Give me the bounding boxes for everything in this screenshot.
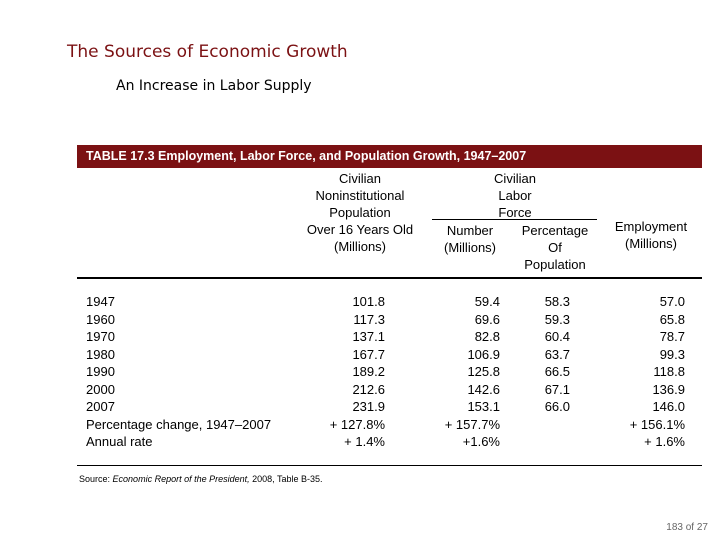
employment-cell: + 1.6% bbox=[644, 434, 685, 449]
labor-force-percentage-cell: 58.3 bbox=[544, 294, 570, 309]
row-label: 1970 bbox=[86, 329, 115, 344]
employment-cell: 118.8 bbox=[653, 364, 685, 379]
labor-force-number-cell: 106.9 bbox=[467, 346, 500, 362]
labor-force-number-cell: 142.6 bbox=[467, 381, 500, 397]
labor-force-header-line: Labor bbox=[498, 188, 532, 203]
labor-force-percentage-cell bbox=[520, 433, 570, 451]
slide-subtitle: An Increase in Labor Supply bbox=[116, 78, 312, 94]
row-label: Annual rate bbox=[86, 434, 153, 449]
labor-force-number-cell: 153.1 bbox=[467, 399, 500, 414]
labor-force-percentage-cell: 63.7 bbox=[544, 346, 570, 362]
population-header-line: Over 16 Years Old bbox=[306, 222, 414, 237]
employment-column: 57.0 65.8 78.7 99.3 118.8 136.9 146.0 + … bbox=[605, 293, 685, 451]
table-caption-banner: TABLE 17.3 Employment, Labor Force, and … bbox=[77, 145, 702, 168]
employment-header-line: Employment bbox=[614, 219, 688, 234]
population-header-line: (Millions) bbox=[334, 239, 386, 254]
table-bottom-rule bbox=[77, 465, 702, 466]
employment-cell: 57.0 bbox=[659, 294, 685, 309]
employment-cell: 99.3 bbox=[659, 346, 685, 362]
population-column: 101.8 117.3 137.1 167.7 189.2 212.6 231.… bbox=[305, 293, 385, 451]
percentage-header-line: Percentage bbox=[521, 223, 589, 238]
employment-cell: 146.0 bbox=[652, 399, 685, 414]
population-header-line: Civilian bbox=[339, 171, 381, 186]
number-header-line: Number bbox=[446, 223, 494, 238]
source-note: Source: Economic Report of the President… bbox=[79, 474, 323, 484]
page-number: 183 of 27 bbox=[666, 522, 708, 533]
population-cell: 212.6 bbox=[352, 381, 385, 397]
employment-cell: 78.7 bbox=[659, 329, 685, 344]
percentage-header: Percentage Of Population bbox=[508, 222, 602, 273]
labor-force-number-cell: +1.6% bbox=[462, 434, 500, 449]
population-cell: 189.2 bbox=[352, 364, 385, 379]
labor-force-header-line: Force bbox=[498, 205, 532, 220]
employment-cell: 65.8 bbox=[659, 311, 685, 327]
population-cell: 137.1 bbox=[352, 329, 385, 344]
labor-force-header-line: Civilian bbox=[494, 171, 536, 186]
population-cell: + 127.8% bbox=[329, 416, 385, 432]
labor-force-number-cell: 59.4 bbox=[474, 294, 500, 309]
row-label: Percentage change, 1947–2007 bbox=[86, 416, 272, 432]
row-label: 1990 bbox=[86, 364, 115, 379]
source-suffix: 2008, Table B-35. bbox=[252, 474, 323, 484]
employment-header-line: (Millions) bbox=[625, 236, 677, 251]
percentage-header-line: Of bbox=[548, 240, 562, 255]
labor-force-percentage-cell: 66.5 bbox=[544, 364, 570, 379]
labor-force-percentage-cell: 66.0 bbox=[544, 399, 570, 414]
row-label: 2007 bbox=[86, 399, 115, 414]
row-label: 1960 bbox=[86, 311, 115, 327]
number-header-line: (Millions) bbox=[444, 240, 496, 255]
source-publication: Economic Report of the President, bbox=[112, 474, 250, 484]
population-cell: 167.7 bbox=[352, 346, 385, 362]
labor-force-number-cell: 69.6 bbox=[474, 311, 500, 327]
labor-force-number-cell: + 157.7% bbox=[444, 416, 500, 432]
row-label: 1947 bbox=[86, 294, 115, 309]
labor-force-number-column: 59.4 69.6 82.8 106.9 125.8 142.6 153.1 +… bbox=[420, 293, 500, 451]
employment-cell: + 156.1% bbox=[629, 416, 685, 432]
population-cell: + 1.4% bbox=[344, 434, 385, 449]
row-label: 1980 bbox=[86, 346, 115, 362]
row-labels-column: 1947 1960 1970 1980 1990 2000 2007 Perce… bbox=[86, 293, 296, 451]
slide-title: The Sources of Economic Growth bbox=[67, 42, 348, 62]
population-cell: 231.9 bbox=[352, 399, 385, 414]
labor-force-percentage-cell: 67.1 bbox=[544, 381, 570, 397]
population-header: Civilian Noninstitutional Population Ove… bbox=[290, 170, 430, 255]
labor-force-number-cell: 125.8 bbox=[467, 364, 500, 379]
header-rule bbox=[77, 277, 702, 279]
row-label: 2000 bbox=[86, 381, 115, 397]
population-header-line: Population bbox=[329, 205, 391, 220]
labor-force-percentage-column: 58.3 59.3 60.4 63.7 66.5 67.1 66.0 bbox=[520, 293, 570, 451]
number-header: Number (Millions) bbox=[430, 222, 510, 256]
percentage-header-line: Population bbox=[524, 257, 586, 272]
labor-force-header: Civilian Labor Force bbox=[465, 170, 565, 221]
labor-force-percentage-cell bbox=[520, 416, 570, 434]
labor-force-underline bbox=[432, 219, 597, 220]
labor-force-number-cell: 82.8 bbox=[474, 329, 500, 344]
population-cell: 101.8 bbox=[352, 294, 385, 309]
employment-header: Employment (Millions) bbox=[605, 218, 697, 252]
population-cell: 117.3 bbox=[353, 311, 385, 327]
source-prefix: Source: bbox=[79, 474, 111, 484]
population-header-line: Noninstitutional bbox=[315, 188, 405, 203]
labor-force-percentage-cell: 60.4 bbox=[544, 329, 570, 344]
labor-force-percentage-cell: 59.3 bbox=[544, 311, 570, 327]
employment-cell: 136.9 bbox=[652, 381, 685, 397]
